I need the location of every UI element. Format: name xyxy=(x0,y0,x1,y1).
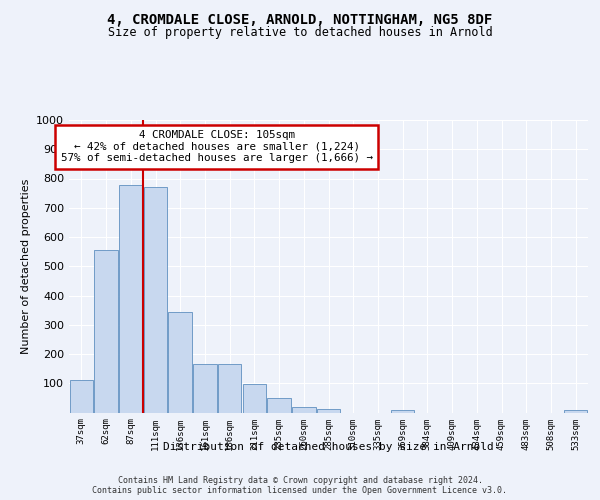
Bar xyxy=(317,408,340,412)
Text: 4, CROMDALE CLOSE, ARNOLD, NOTTINGHAM, NG5 8DF: 4, CROMDALE CLOSE, ARNOLD, NOTTINGHAM, N… xyxy=(107,12,493,26)
Bar xyxy=(242,384,266,412)
Bar xyxy=(70,380,93,412)
Bar xyxy=(144,187,167,412)
Bar xyxy=(292,407,316,412)
Text: 4 CROMDALE CLOSE: 105sqm
← 42% of detached houses are smaller (1,224)
57% of sem: 4 CROMDALE CLOSE: 105sqm ← 42% of detach… xyxy=(61,130,373,164)
Bar xyxy=(94,250,118,412)
Bar xyxy=(169,312,192,412)
Text: Size of property relative to detached houses in Arnold: Size of property relative to detached ho… xyxy=(107,26,493,39)
Bar xyxy=(119,185,143,412)
Bar xyxy=(193,364,217,412)
Y-axis label: Number of detached properties: Number of detached properties xyxy=(20,178,31,354)
Bar xyxy=(564,410,587,412)
Bar xyxy=(268,398,291,412)
Bar xyxy=(391,410,415,412)
Text: Distribution of detached houses by size in Arnold: Distribution of detached houses by size … xyxy=(163,442,494,452)
Bar xyxy=(218,364,241,412)
Text: Contains HM Land Registry data © Crown copyright and database right 2024.
Contai: Contains HM Land Registry data © Crown c… xyxy=(92,476,508,496)
